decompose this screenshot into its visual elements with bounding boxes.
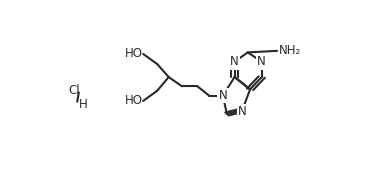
Text: H: H [79, 98, 88, 111]
Text: HO: HO [125, 48, 143, 60]
Text: NH₂: NH₂ [279, 44, 301, 57]
Text: N: N [238, 105, 247, 118]
Text: HO: HO [125, 94, 143, 107]
Text: N: N [230, 55, 239, 68]
Text: N: N [257, 55, 266, 68]
Text: N: N [219, 89, 227, 102]
Text: Cl: Cl [68, 84, 80, 97]
